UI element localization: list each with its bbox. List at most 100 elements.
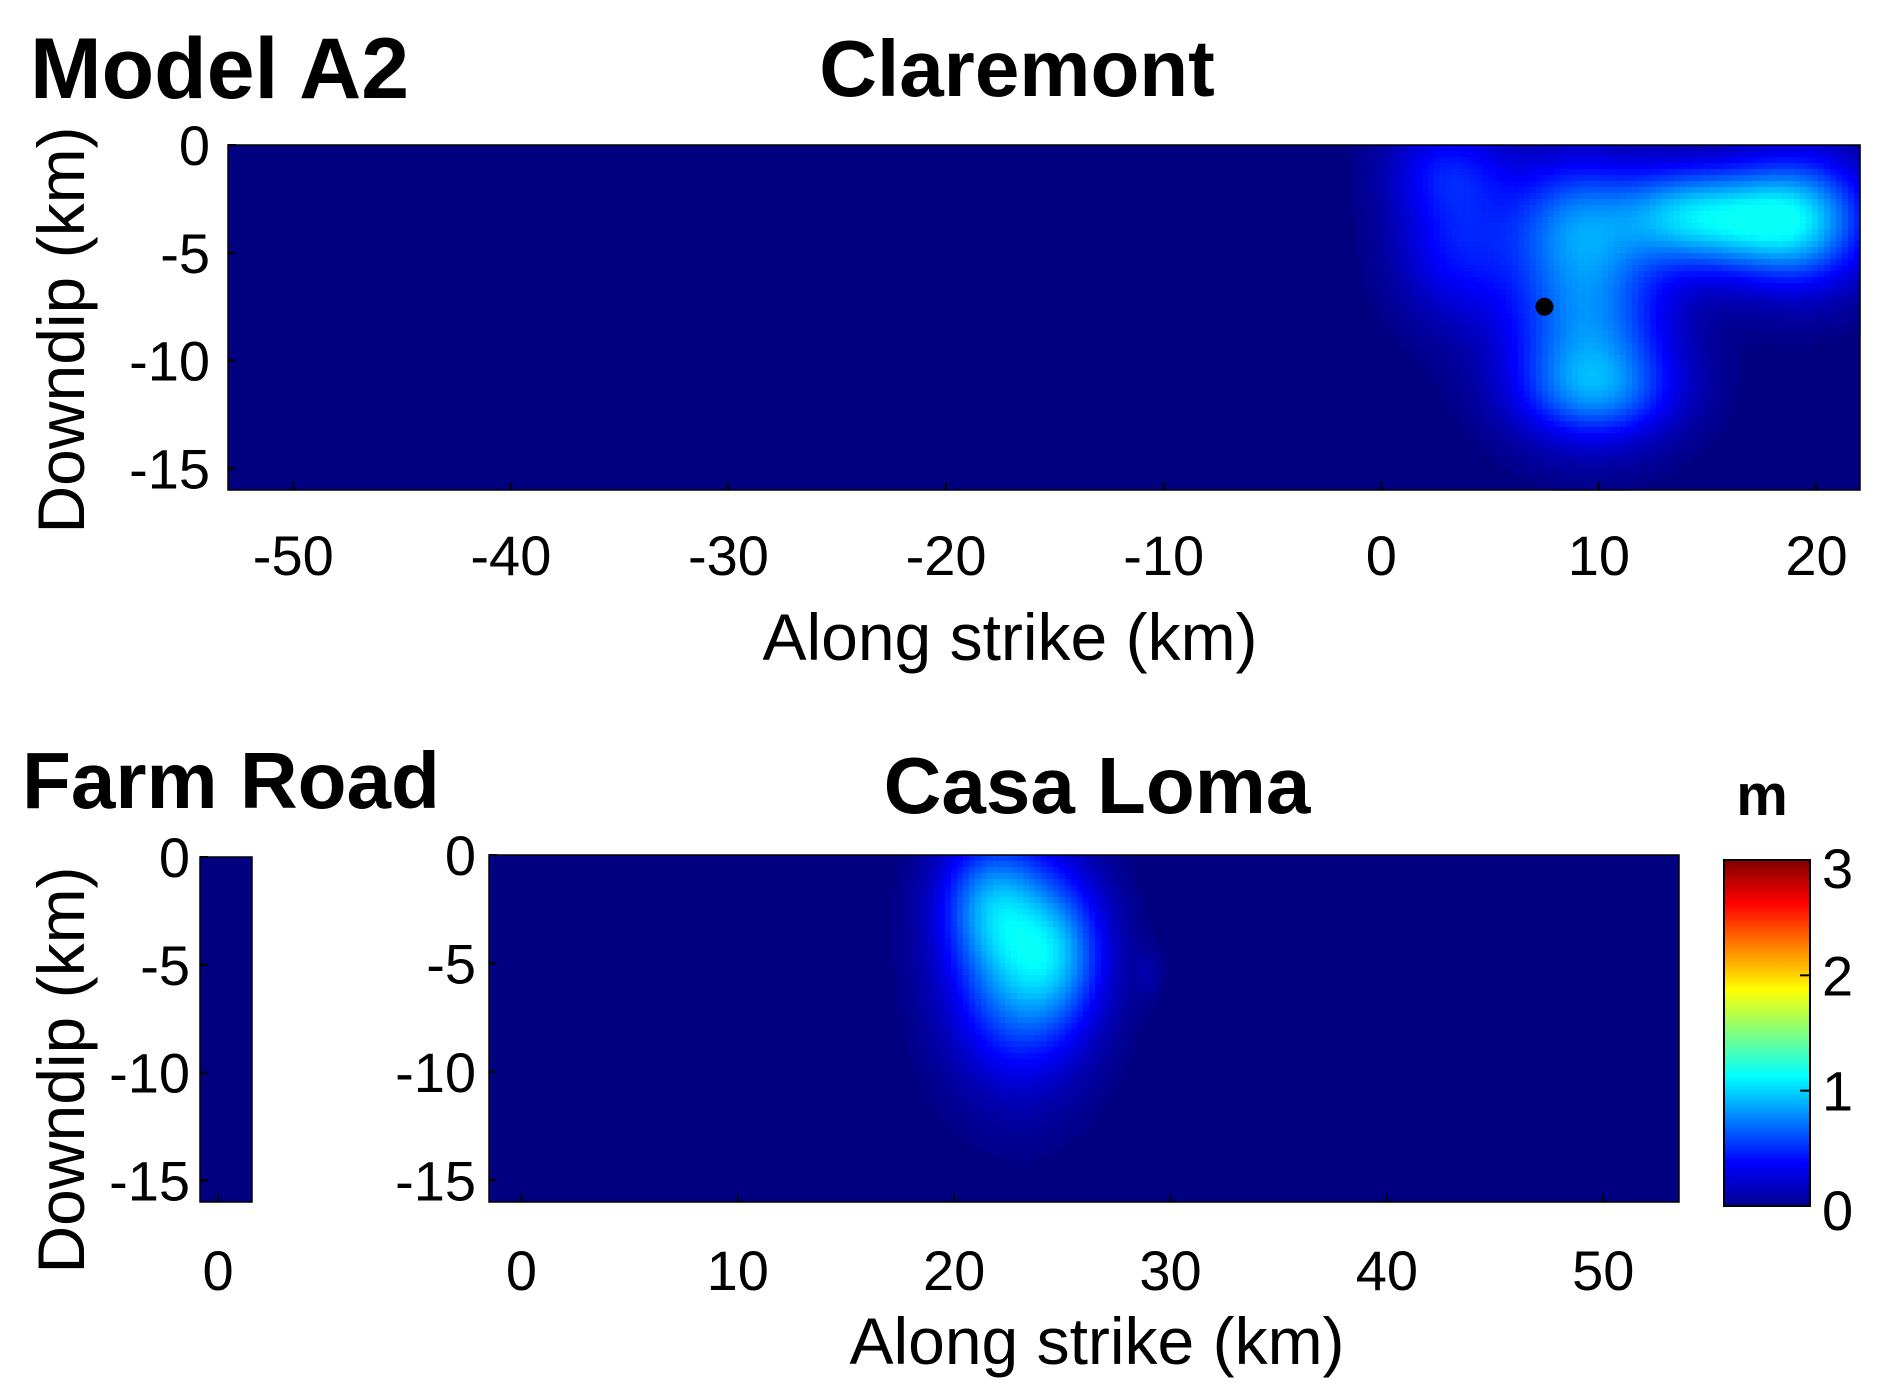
slip-cell xyxy=(1464,175,1471,182)
y-tick-label: 0 xyxy=(179,114,210,177)
slip-cell xyxy=(1734,325,1741,332)
slip-cell xyxy=(993,1005,1000,1012)
slip-cell xyxy=(1488,325,1495,332)
slip-cell xyxy=(1812,235,1819,242)
slip-cell xyxy=(1656,349,1663,356)
slip-cell xyxy=(1818,187,1825,194)
slip-cell xyxy=(939,891,946,898)
slip-cell xyxy=(1590,187,1597,194)
slip-cell xyxy=(1722,355,1729,362)
slip-cell xyxy=(1542,253,1549,260)
slip-cell xyxy=(1482,379,1489,386)
slip-cell xyxy=(1746,283,1753,290)
slip-cell xyxy=(1482,319,1489,326)
slip-cell xyxy=(1119,1011,1126,1018)
slip-cell xyxy=(1830,235,1837,242)
slip-cell xyxy=(1584,247,1591,254)
y-tick-label: -15 xyxy=(109,1149,190,1212)
slip-cell xyxy=(1548,271,1555,278)
slip-cell xyxy=(1566,457,1573,464)
slip-cell xyxy=(1848,271,1855,278)
slip-cell xyxy=(1530,253,1537,260)
slip-cell xyxy=(1470,229,1477,236)
slip-cell xyxy=(1554,409,1561,416)
slip-cell xyxy=(1638,217,1645,224)
slip-cell xyxy=(1476,343,1483,350)
slip-cell xyxy=(1446,295,1453,302)
slip-cell xyxy=(1746,247,1753,254)
slip-cell xyxy=(1560,391,1567,398)
slip-cell xyxy=(1800,205,1807,212)
slip-cell xyxy=(1053,867,1060,874)
slip-cell xyxy=(1584,391,1591,398)
slip-cell xyxy=(945,873,952,880)
slip-cell xyxy=(1512,469,1519,476)
slip-cell xyxy=(1650,445,1657,452)
slip-cell xyxy=(993,855,1000,862)
slip-cell xyxy=(1830,277,1837,284)
slip-cell xyxy=(1404,211,1411,218)
slip-cell xyxy=(1614,403,1621,410)
slip-cell xyxy=(1566,241,1573,248)
slip-cell xyxy=(1428,319,1435,326)
slip-cell xyxy=(1656,169,1663,176)
slip-cell xyxy=(1596,457,1603,464)
slip-cell xyxy=(1842,211,1849,218)
slip-cell xyxy=(1686,373,1693,380)
slip-cell xyxy=(1548,433,1555,440)
slip-cell xyxy=(993,993,1000,1000)
slip-cell xyxy=(1650,277,1657,284)
slip-cell xyxy=(1764,253,1771,260)
slip-cell xyxy=(1566,217,1573,224)
slip-cell xyxy=(1422,253,1429,260)
slip-cell xyxy=(1626,211,1633,218)
slip-cell xyxy=(1560,283,1567,290)
slip-cell xyxy=(1644,421,1651,428)
slip-cell xyxy=(1656,295,1663,302)
slip-cell xyxy=(933,909,940,916)
slip-cell xyxy=(1782,331,1789,338)
slip-cell xyxy=(1650,229,1657,236)
slip-cell xyxy=(1776,265,1783,272)
slip-cell xyxy=(1464,145,1471,152)
slip-cell xyxy=(1728,151,1735,158)
slip-cell xyxy=(1740,325,1747,332)
slip-cell xyxy=(1584,385,1591,392)
slip-cell xyxy=(1692,295,1699,302)
slip-cell xyxy=(1668,277,1675,284)
slip-cell xyxy=(1674,349,1681,356)
slip-cell xyxy=(1530,301,1537,308)
slip-cell xyxy=(1662,337,1669,344)
slip-cell xyxy=(1644,241,1651,248)
slip-cell xyxy=(1536,205,1543,212)
slip-cell xyxy=(1089,945,1096,952)
slip-cell xyxy=(1788,319,1795,326)
slip-cell xyxy=(1686,433,1693,440)
slip-cell xyxy=(1812,295,1819,302)
slip-cell xyxy=(1638,277,1645,284)
slip-cell xyxy=(1410,193,1417,200)
slip-cell xyxy=(969,981,976,988)
slip-cell xyxy=(1590,355,1597,362)
slip-cell xyxy=(975,969,982,976)
slip-cell xyxy=(1740,265,1747,272)
slip-cell xyxy=(1494,205,1501,212)
slip-cell xyxy=(1758,229,1765,236)
slip-cell xyxy=(1410,307,1417,314)
slip-cell xyxy=(1842,271,1849,278)
slip-cell xyxy=(1356,151,1363,158)
slip-cell xyxy=(1131,969,1138,976)
slip-cell xyxy=(1662,235,1669,242)
slip-cell xyxy=(1836,199,1843,206)
slip-cell xyxy=(1458,409,1465,416)
slip-cell xyxy=(1125,963,1132,970)
slip-cell xyxy=(1722,307,1729,314)
slip-cell xyxy=(1488,307,1495,314)
slip-cell xyxy=(1554,163,1561,170)
slip-cell xyxy=(1494,397,1501,404)
slip-cell xyxy=(999,969,1006,976)
slip-cell xyxy=(1530,307,1537,314)
slip-cell xyxy=(1620,199,1627,206)
slip-cell xyxy=(963,951,970,958)
slip-cell xyxy=(1113,975,1120,982)
